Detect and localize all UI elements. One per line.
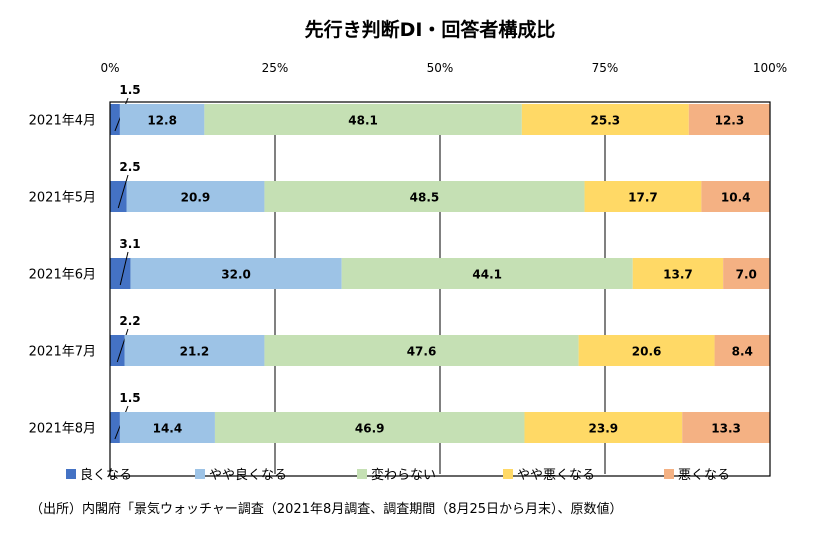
legend-swatch xyxy=(357,469,367,479)
data-label: 7.0 xyxy=(736,268,757,282)
data-label: 2.2 xyxy=(119,314,140,328)
bar-segment xyxy=(524,412,683,443)
legend-label: 悪くなる xyxy=(678,468,730,483)
x-tick-label: 100% xyxy=(753,61,787,75)
data-label: 20.6 xyxy=(632,345,662,359)
leader-line xyxy=(117,174,129,209)
data-label: 23.9 xyxy=(589,422,619,436)
data-label: 10.4 xyxy=(721,191,751,205)
data-label: 48.5 xyxy=(410,191,440,205)
bar-segment xyxy=(714,335,770,366)
data-label: 2.5 xyxy=(119,160,140,174)
data-label: 44.1 xyxy=(472,268,502,282)
bar-segment xyxy=(264,181,585,212)
leader-line xyxy=(116,328,129,363)
bar-segment xyxy=(110,412,120,443)
data-label: 48.1 xyxy=(348,114,378,128)
bar-segment xyxy=(110,258,131,289)
category-label: 2021年8月 xyxy=(29,422,96,437)
bar-segment xyxy=(110,181,127,212)
legend: 良くなる やや良くなる 変わらない やや悪くなる 悪くなる xyxy=(66,467,730,483)
plot-frame xyxy=(109,101,771,477)
legend-swatch xyxy=(664,469,674,479)
x-tick-label: 50% xyxy=(427,61,454,75)
chart-title: 先行き判断DI・回答者構成比 xyxy=(305,18,556,41)
bar-segment xyxy=(578,335,715,366)
category-labels: 2021年4月 2021年5月 2021年6月 2021年7月 2021年8月 xyxy=(29,114,96,437)
legend-swatch xyxy=(503,469,513,479)
bar-segment xyxy=(124,335,265,366)
data-label: 3.1 xyxy=(119,237,140,251)
category-label: 2021年6月 xyxy=(29,268,96,283)
category-label: 2021年5月 xyxy=(29,191,96,206)
bar-segment xyxy=(584,181,702,212)
data-label: 1.5 xyxy=(119,83,140,97)
legend-label: 良くなる xyxy=(80,467,132,483)
legend-label: やや良くなる xyxy=(209,467,287,483)
x-tick-label: 25% xyxy=(262,61,289,75)
data-label: 32.0 xyxy=(221,268,251,282)
category-label: 2021年4月 xyxy=(29,114,96,129)
bar-segment xyxy=(130,258,342,289)
data-label: 20.9 xyxy=(181,191,211,205)
legend-swatch xyxy=(195,469,205,479)
bar-segment xyxy=(214,412,525,443)
x-tick-label: 0% xyxy=(100,61,119,75)
data-label: 13.3 xyxy=(711,422,741,436)
data-label: 13.7 xyxy=(663,268,693,282)
data-label: 14.4 xyxy=(153,422,183,436)
bar-segment xyxy=(264,335,579,366)
bar-segment xyxy=(126,181,265,212)
data-label: 17.7 xyxy=(628,191,658,205)
bars: 1.5 12.8 48.1 25.3 12.3 2.5 20.9 48.5 17.7 10.4 3.… xyxy=(109,83,771,477)
bar-segment xyxy=(110,335,125,366)
data-label: 1.5 xyxy=(119,391,140,405)
data-label: 12.3 xyxy=(715,114,745,128)
data-label: 8.4 xyxy=(732,345,753,359)
x-tick-label: 75% xyxy=(592,61,619,75)
legend-label: 変わらない xyxy=(371,467,436,483)
bar-segment xyxy=(521,104,689,135)
bar-segment xyxy=(110,104,120,135)
bar-segment xyxy=(632,258,724,289)
data-label: 46.9 xyxy=(355,422,385,436)
category-label: 2021年7月 xyxy=(29,345,96,360)
bar-segment xyxy=(341,258,633,289)
leader-line xyxy=(119,251,129,286)
bar-segment xyxy=(119,412,215,443)
x-axis-ticks: 0% 25% 50% 75% 100% xyxy=(100,61,787,75)
data-label: 25.3 xyxy=(591,114,621,128)
bar-segment xyxy=(204,104,522,135)
legend-swatch xyxy=(66,469,76,479)
bar-segment xyxy=(119,104,205,135)
legend-label: やや悪くなる xyxy=(517,468,595,483)
bar-segment xyxy=(688,104,770,135)
bar-segment xyxy=(723,258,770,289)
bar-segment xyxy=(682,412,770,443)
data-label: 12.8 xyxy=(147,114,177,128)
data-label: 21.2 xyxy=(180,345,210,359)
data-label: 47.6 xyxy=(407,345,437,359)
source-note: （出所）内閣府「景気ウォッチャー調査（2021年8月調査、調査期間（8月25日か… xyxy=(30,501,623,517)
bar-segment xyxy=(701,181,770,212)
